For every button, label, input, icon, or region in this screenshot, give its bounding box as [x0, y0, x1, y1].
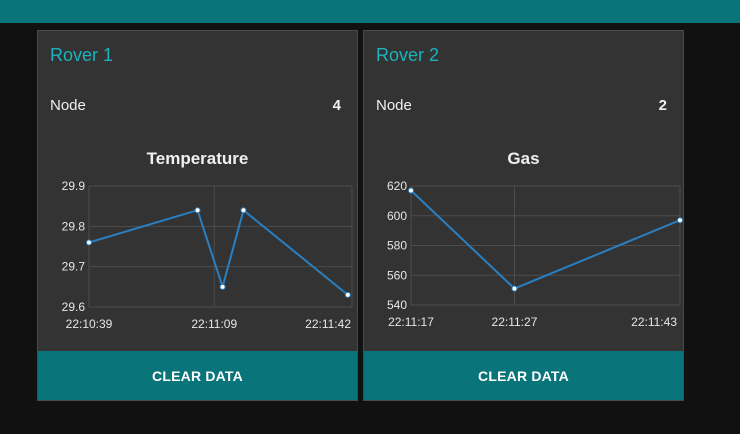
rover-2-card: Rover 2 Node 2 Gas 620 600 580 560 540 22:11:… — [363, 30, 684, 401]
x-tick-label: 22:11:27 — [492, 315, 538, 329]
data-point — [344, 291, 351, 298]
node-label: Node — [50, 97, 86, 114]
x-tick-label: 22:11:09 — [191, 317, 237, 331]
clear-data-button[interactable]: CLEAR DATA — [38, 351, 357, 400]
card-title: Rover 1 — [50, 45, 114, 65]
y-tick-label: 29.7 — [62, 260, 86, 274]
node-row: Node 4 — [50, 97, 341, 117]
node-value: 2 — [658, 97, 667, 114]
y-tick-label: 580 — [387, 239, 407, 253]
x-tick-label: 22:11:43 — [631, 315, 677, 329]
y-tick-label: 29.6 — [62, 300, 86, 314]
data-point — [240, 207, 247, 214]
clear-data-button[interactable]: CLEAR DATA — [364, 351, 683, 400]
x-tick-label: 22:11:42 — [305, 317, 351, 331]
card-title: Rover 2 — [376, 45, 440, 65]
rover-1-card: Rover 1 Node 4 Temperature 29.9 29.8 29.7 2… — [37, 30, 358, 401]
data-point — [511, 285, 518, 292]
y-tick-label: 620 — [387, 179, 407, 193]
x-tick-label: 22:11:17 — [388, 315, 434, 329]
chart-title: Gas — [507, 149, 540, 168]
node-row: Node 2 — [376, 97, 667, 117]
series-line — [88, 208, 349, 296]
data-point — [408, 187, 414, 194]
y-tick-label: 600 — [387, 209, 407, 223]
x-tick-label: 22:10:39 — [66, 317, 113, 331]
y-tick-label: 540 — [387, 298, 407, 312]
node-label: Node — [376, 97, 412, 114]
y-tick-label: 29.8 — [62, 219, 86, 233]
data-point — [677, 217, 683, 224]
data-point — [86, 239, 92, 246]
y-tick-label: 560 — [387, 268, 407, 282]
y-tick-label: 29.9 — [62, 179, 86, 193]
top-bar — [0, 0, 740, 23]
gas-chart: 620 600 580 560 540 22:11:17 22:11:27 22:11:43 — [387, 179, 683, 329]
series-line — [410, 189, 681, 290]
node-value: 4 — [332, 97, 341, 114]
data-point — [194, 207, 201, 214]
data-point — [219, 283, 226, 290]
temperature-chart: 29.9 29.8 29.7 29.6 22:10:39 22:11:09 22:11:42 — [62, 179, 353, 331]
chart-title: Temperature — [146, 149, 249, 168]
